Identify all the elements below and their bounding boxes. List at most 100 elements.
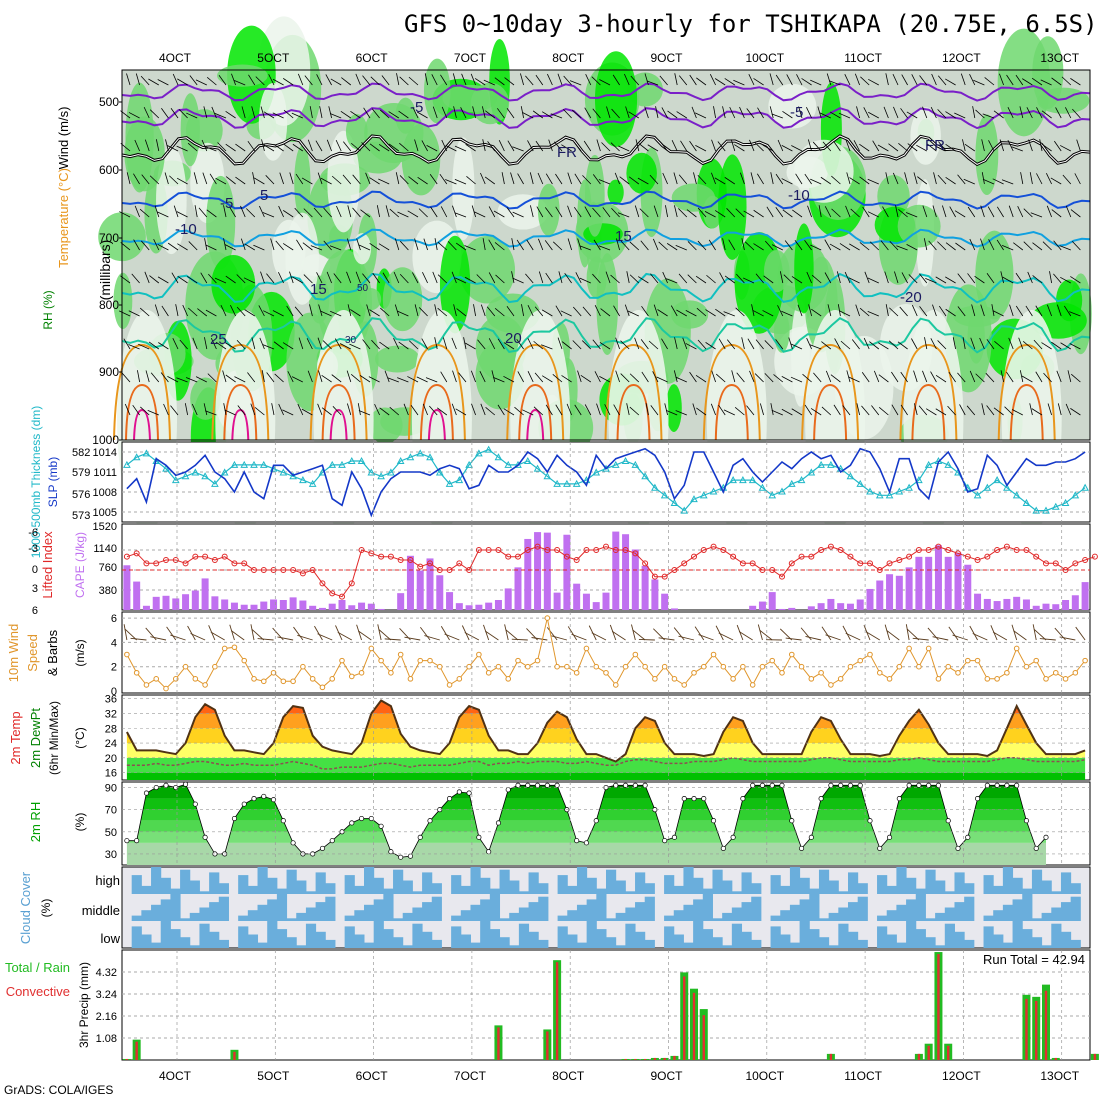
wind-barb (241, 106, 246, 119)
wind-barb (945, 242, 956, 251)
wind-barb (893, 106, 899, 119)
wind-barb (625, 106, 630, 119)
wind-barb (382, 272, 390, 284)
lifted-index-point (133, 550, 140, 557)
rh-patch (423, 58, 451, 124)
wind-barb (979, 337, 985, 350)
cloud-bar (247, 885, 259, 894)
wind-barb (869, 341, 880, 350)
wind-barb (432, 106, 438, 119)
temp-band (126, 772, 1086, 780)
wind-barb (697, 339, 707, 350)
wind-barb (161, 108, 169, 119)
wind-barb (851, 339, 860, 350)
wind-barb (833, 404, 841, 416)
thickness-point (602, 464, 610, 472)
wind-speed-point (329, 676, 336, 682)
cloud-bar (964, 883, 975, 894)
wind-barb (437, 241, 448, 251)
wind-barb (661, 338, 668, 350)
cloud-bar (770, 926, 781, 948)
cloud-bar (567, 934, 578, 948)
cloud-bar (509, 880, 520, 894)
cloud-axis-unit: (%) (39, 899, 53, 918)
rh-patch (794, 139, 854, 203)
wind-barb (184, 403, 188, 416)
wind-barb (735, 307, 745, 317)
wind-barb (485, 110, 496, 119)
wind-barb (358, 410, 371, 416)
wind-barb (717, 141, 726, 152)
wind-barb (892, 73, 899, 86)
wind-barb (686, 209, 697, 218)
bottom-date-tick-label: 7OCT (454, 1069, 487, 1083)
cloud-bar (664, 915, 675, 921)
rh-point (183, 781, 189, 787)
wind-barb (225, 342, 236, 350)
wind-barb (583, 140, 592, 152)
contour-freezing-inner (121, 135, 1091, 165)
wind-barb (572, 306, 582, 317)
lifted-index-point (906, 553, 913, 560)
wind-barb (434, 337, 438, 350)
wind-barb (412, 272, 419, 284)
wind-barb (330, 310, 342, 317)
wind-barb (395, 172, 400, 185)
surface-wind-barb (932, 636, 949, 641)
wind-speed-point (505, 676, 512, 682)
wind-barb (470, 73, 476, 86)
wind-barb (579, 277, 591, 284)
wind-barb (202, 172, 208, 185)
wind-barb (781, 145, 793, 152)
cloud-bar (954, 931, 965, 948)
wind-barb (739, 106, 745, 119)
surface-wind-barb (845, 632, 861, 641)
wind-barb (945, 276, 956, 284)
cape-bar (465, 605, 473, 610)
wind-barb (527, 140, 534, 152)
wind-barb (770, 403, 774, 416)
wind-barb (613, 305, 620, 317)
wind-tick-label: 2 (111, 662, 117, 674)
wind-barb (363, 107, 371, 119)
surface-wind-barb (673, 627, 685, 641)
wind-barb (315, 140, 323, 152)
wind-barb (454, 212, 467, 218)
rh-patch (439, 235, 471, 334)
lifted-index-point (700, 547, 707, 553)
wind-barb (516, 338, 524, 350)
wind-barb (360, 209, 371, 218)
surface-wind-barb (251, 628, 265, 641)
rh-point (671, 834, 677, 840)
cape-bar (455, 603, 463, 610)
thickness-point (699, 491, 708, 499)
rh-tick-label: 70 (105, 805, 117, 817)
cloud-bar (170, 888, 181, 894)
cloud-bar (480, 899, 491, 921)
rh-point (574, 838, 580, 844)
rh-point (124, 838, 130, 844)
lifted-index-point (769, 567, 776, 573)
thickness-point (651, 483, 659, 491)
thickness-point (1022, 498, 1031, 506)
lifted-index-point (935, 543, 942, 550)
wind-barb (750, 172, 755, 185)
wind-barb (294, 306, 304, 317)
wind-barb (777, 139, 784, 152)
wind-barb (755, 273, 764, 284)
surface-wind-barb (297, 634, 313, 641)
wind-barb (584, 107, 592, 119)
wind-barb (792, 209, 803, 218)
lifted-index-point (515, 553, 521, 560)
wind-barb (483, 79, 495, 86)
wind-speed-point (583, 645, 590, 652)
wind-barb (194, 205, 198, 218)
rh-point (720, 845, 726, 851)
cape-bar (573, 583, 581, 610)
cloud-bar (809, 894, 820, 921)
lifted-index-point (749, 560, 756, 567)
surface-wind-barb (357, 630, 372, 641)
wind-barb (1023, 241, 1033, 251)
cloud-bar (393, 869, 404, 894)
cape-bar (426, 558, 434, 610)
